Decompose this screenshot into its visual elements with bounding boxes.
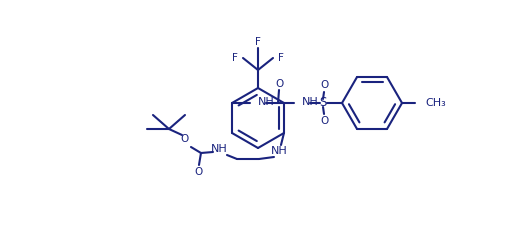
Text: O: O: [181, 134, 189, 144]
Text: NH: NH: [210, 144, 227, 154]
Text: F: F: [278, 53, 284, 63]
Text: S: S: [319, 97, 327, 109]
Text: O: O: [320, 116, 328, 126]
Text: O: O: [320, 80, 328, 90]
Text: CH₃: CH₃: [425, 98, 446, 108]
Text: F: F: [232, 53, 238, 63]
Text: NH: NH: [258, 97, 275, 107]
Text: NH: NH: [302, 97, 319, 107]
Text: NH: NH: [270, 146, 287, 156]
Text: O: O: [275, 79, 283, 89]
Text: F: F: [255, 37, 261, 47]
Text: O: O: [195, 167, 203, 177]
